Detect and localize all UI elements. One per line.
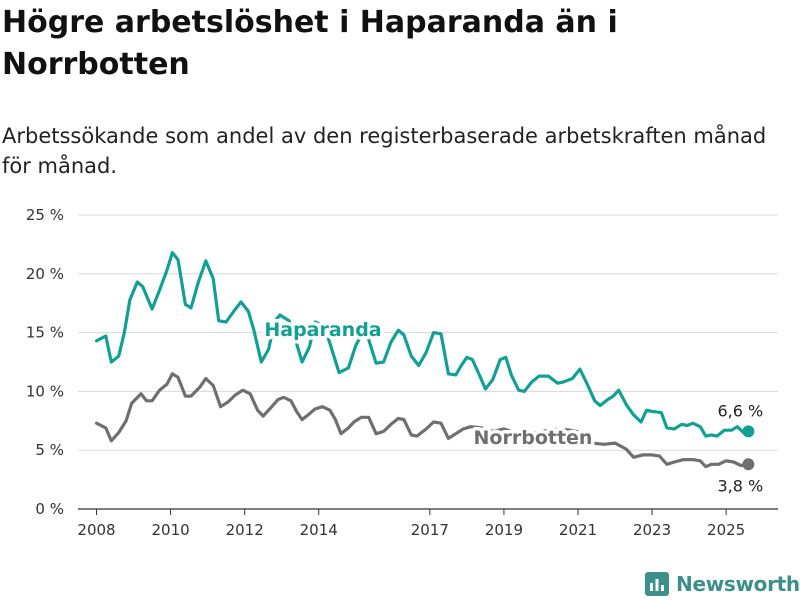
series-label-haparanda: Haparanda	[264, 319, 381, 341]
x-tick-label: 2025	[707, 521, 745, 539]
end-marker-haparanda	[742, 425, 755, 438]
end-value-label: 6,6 %	[718, 401, 764, 420]
brand-name: Newsworthy	[676, 572, 800, 596]
x-tick-label: 2019	[485, 521, 523, 539]
x-tick-label: 2008	[77, 521, 115, 539]
end-value-label: 3,8 %	[718, 476, 764, 495]
y-tick-label: 20 %	[26, 265, 64, 283]
x-tick-label: 2014	[300, 521, 338, 539]
y-tick-label: 0 %	[35, 500, 64, 518]
chart-subtitle: Arbetssökande som andel av den registerb…	[2, 124, 767, 178]
x-tick-label: 2017	[411, 521, 449, 539]
line-chart: 0 % 5 % 10 % 15 % 20 % 25 % 2008 2010 2012 2014 20…	[26, 206, 778, 539]
y-tick-label: 5 %	[35, 441, 64, 459]
y-tick-label: 25 %	[26, 206, 64, 224]
series-line-haparanda	[94, 251, 750, 438]
x-tick-label: 2010	[151, 521, 189, 539]
series-label-norrbotten: Norrbotten	[474, 427, 593, 449]
x-tick-label: 2023	[633, 521, 671, 539]
x-tick-label: 2012	[226, 521, 264, 539]
x-tick-label: 2021	[559, 521, 597, 539]
series-line-norrbotten	[94, 372, 750, 469]
y-tick-label: 10 %	[26, 382, 64, 400]
newsworthy-brand: Newsworthy	[645, 569, 800, 599]
y-tick-label: 15 %	[26, 324, 64, 342]
newsworthy-logo-icon	[645, 572, 669, 596]
chart-title: Högre arbetslöshet i Haparanda än i Norr…	[2, 5, 618, 82]
end-marker-norrbotten	[742, 458, 755, 471]
